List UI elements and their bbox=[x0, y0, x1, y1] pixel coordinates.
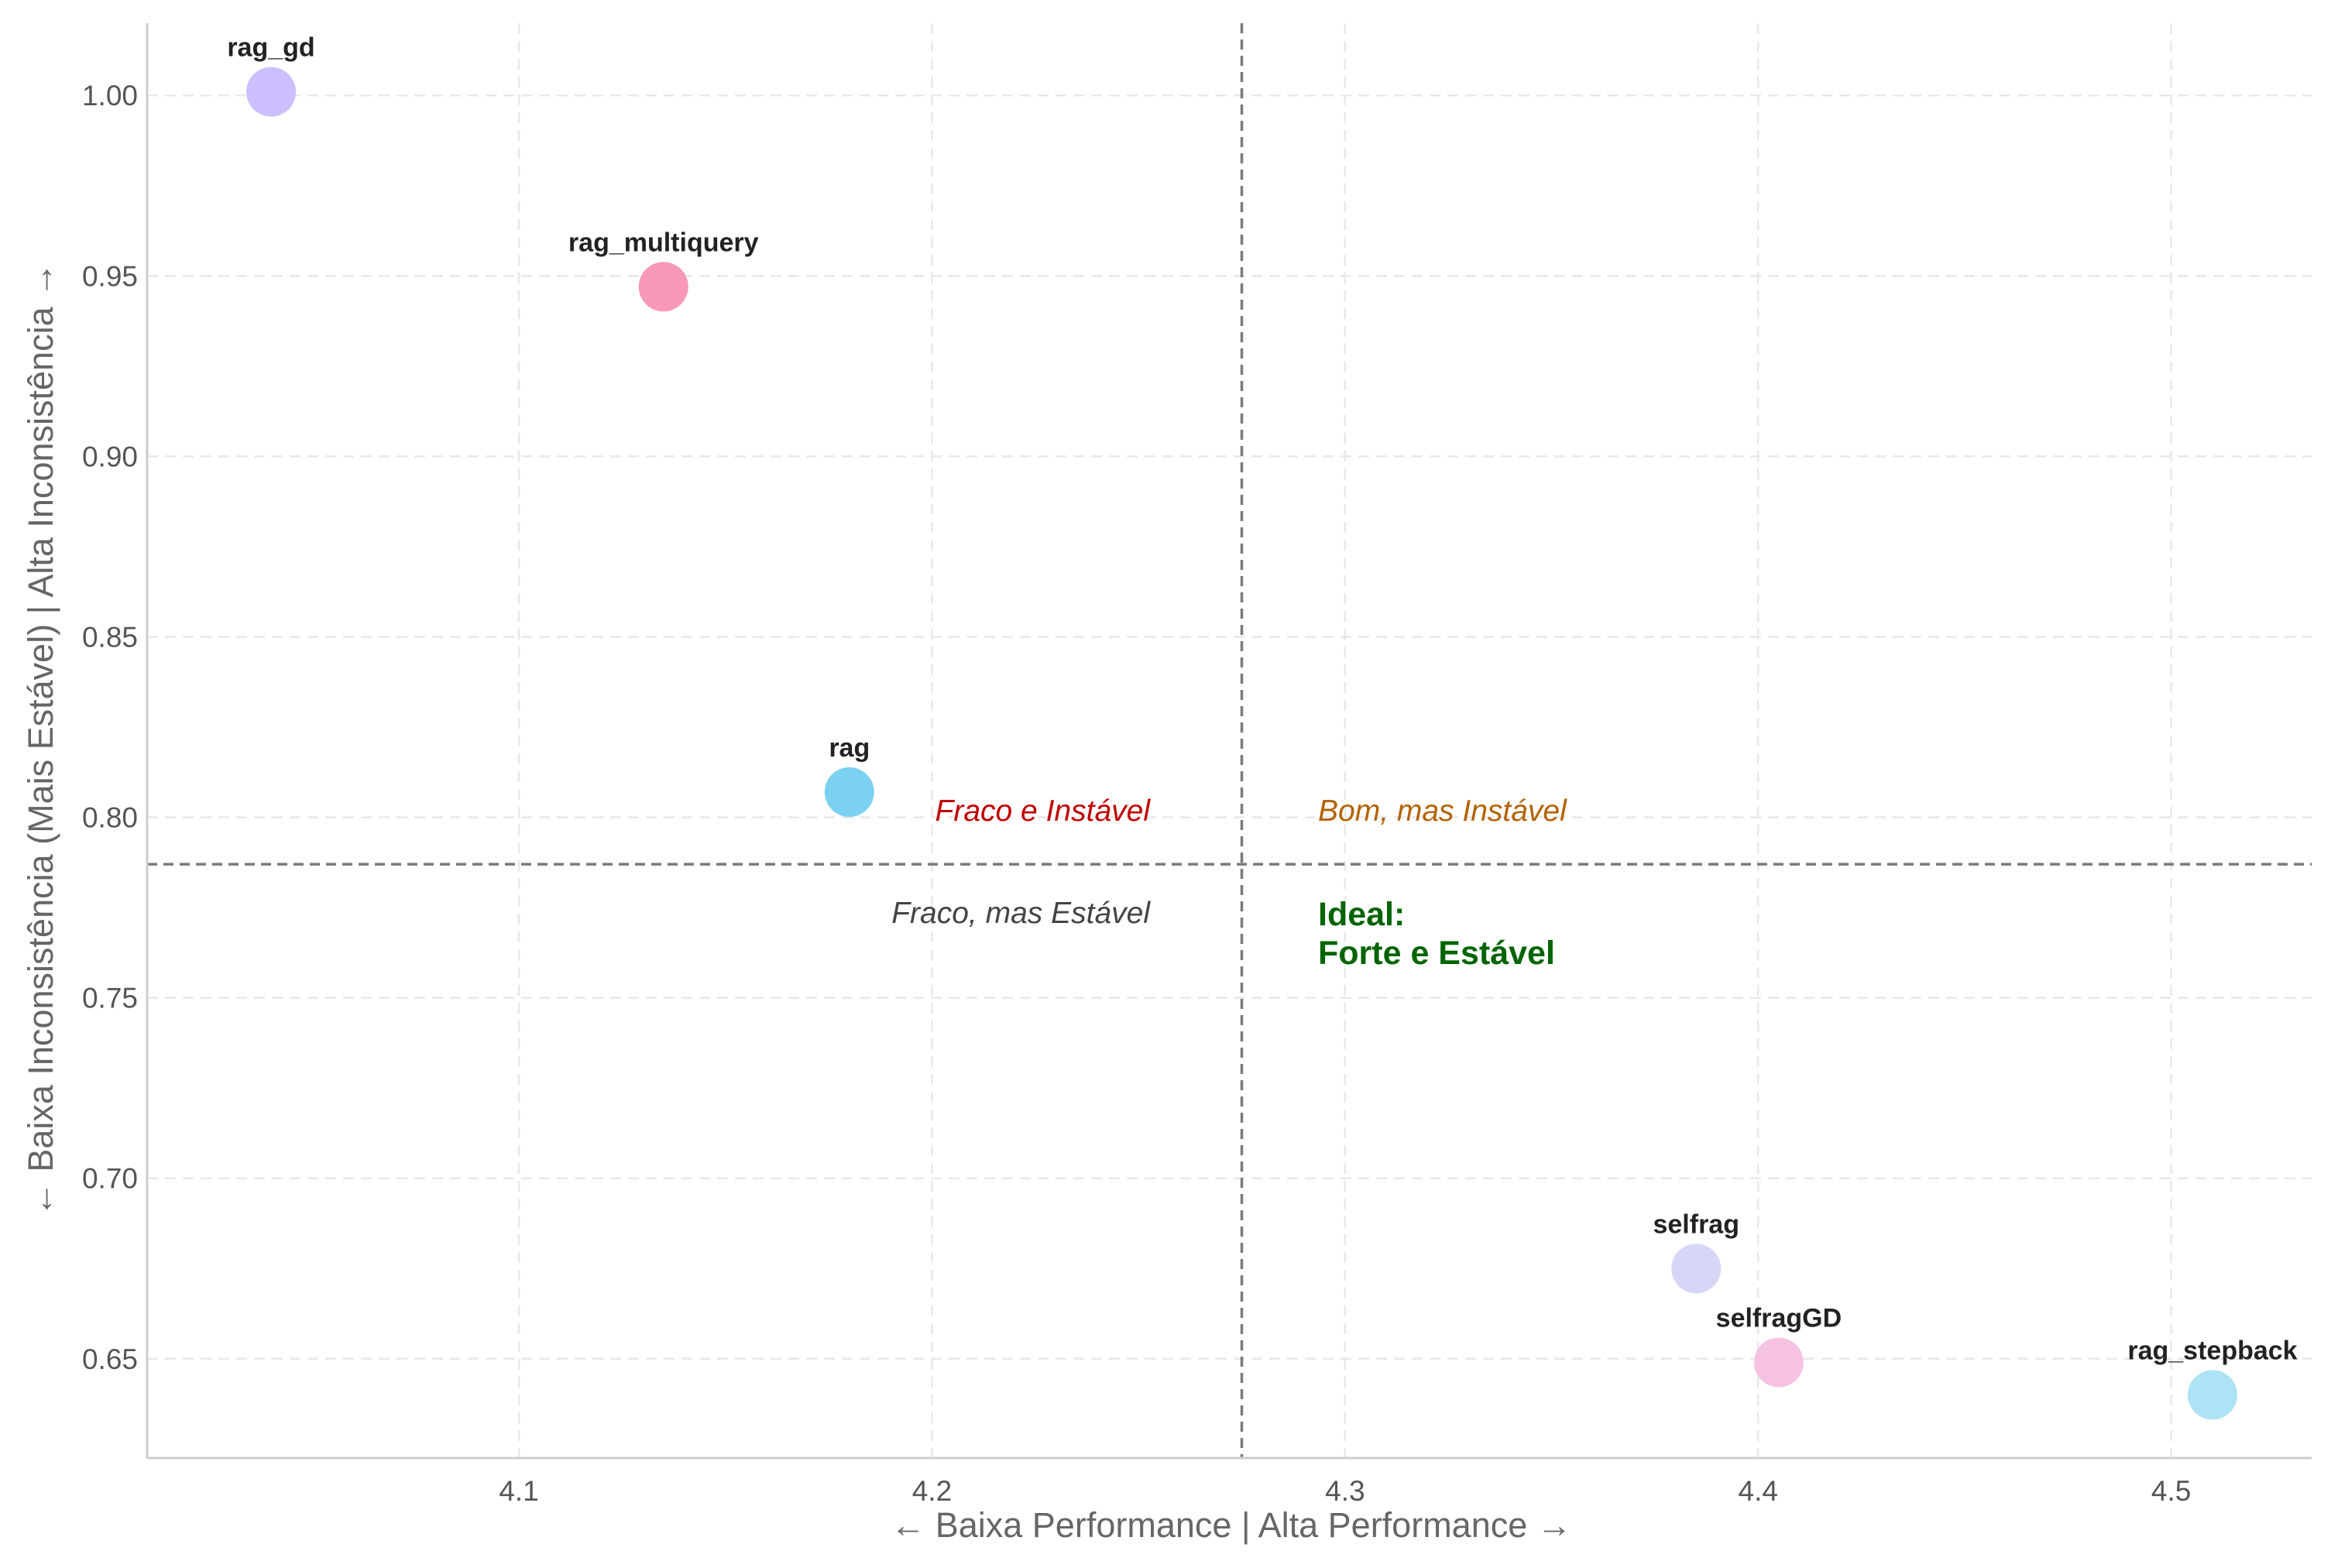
point-label-selfrag: selfrag bbox=[1653, 1209, 1739, 1239]
y-tick-labels: 0.65 0.70 0.75 0.80 0.85 0.90 0.95 1.00 bbox=[82, 80, 138, 1375]
y-tick-label: 0.90 bbox=[82, 441, 138, 472]
y-tick-label: 0.65 bbox=[82, 1343, 138, 1375]
y-tick-label: 0.95 bbox=[82, 260, 138, 292]
x-tick-label: 4.1 bbox=[499, 1475, 538, 1507]
quadrant-top-right-label: Bom, mas Instável bbox=[1318, 794, 1567, 828]
reference-lines bbox=[147, 23, 2312, 1458]
data-point-rag_gd bbox=[246, 67, 297, 117]
point-label-rag_multiquery: rag_multiquery bbox=[568, 228, 759, 257]
x-tick-label: 4.4 bbox=[1739, 1475, 1778, 1507]
x-axis-label: ← Baixa Performance | Alta Performance → bbox=[891, 1505, 1572, 1545]
quadrant-bottom-right-label-line2: Forte e Estável bbox=[1318, 935, 1555, 972]
quadrant-bottom-right-label-line1: Ideal: bbox=[1318, 896, 1405, 933]
point-label-selfragGD: selfragGD bbox=[1716, 1303, 1842, 1333]
quadrant-bottom-left-label: Fraco, mas Estável bbox=[891, 897, 1151, 930]
point-label-rag: rag bbox=[829, 733, 870, 763]
point-label-rag_stepback: rag_stepback bbox=[2127, 1336, 2297, 1365]
y-tick-label: 0.85 bbox=[82, 621, 138, 653]
x-tick-label: 4.2 bbox=[912, 1475, 952, 1507]
quadrant-top-left-label: Fraco e Instável bbox=[935, 794, 1152, 828]
data-point-rag bbox=[824, 767, 874, 817]
point-label-rag_gd: rag_gd bbox=[227, 33, 314, 63]
quadrant-labels: Fraco e Instável Bom, mas Instável Fraco… bbox=[891, 794, 1567, 972]
y-tick-label: 0.70 bbox=[82, 1163, 138, 1195]
x-tick-label: 4.5 bbox=[2151, 1475, 2191, 1507]
data-point-rag_stepback bbox=[2187, 1370, 2237, 1420]
grid-lines bbox=[147, 23, 2312, 1458]
data-points bbox=[246, 67, 2237, 1420]
x-tick-label: 4.3 bbox=[1325, 1475, 1365, 1507]
x-tick-labels: 4.1 4.2 4.3 4.4 4.5 bbox=[499, 1475, 2191, 1507]
y-tick-label: 0.75 bbox=[82, 983, 138, 1014]
data-point-rag_multiquery bbox=[638, 262, 688, 312]
data-point-selfrag bbox=[1671, 1244, 1722, 1294]
y-axis-label: ← Baixa Inconsistência (Mais Estável) | … bbox=[21, 262, 60, 1216]
data-point-selfragGD bbox=[1753, 1337, 1804, 1388]
axes bbox=[146, 23, 2312, 1460]
y-tick-label: 0.80 bbox=[82, 802, 138, 834]
y-tick-label: 1.00 bbox=[82, 80, 138, 112]
